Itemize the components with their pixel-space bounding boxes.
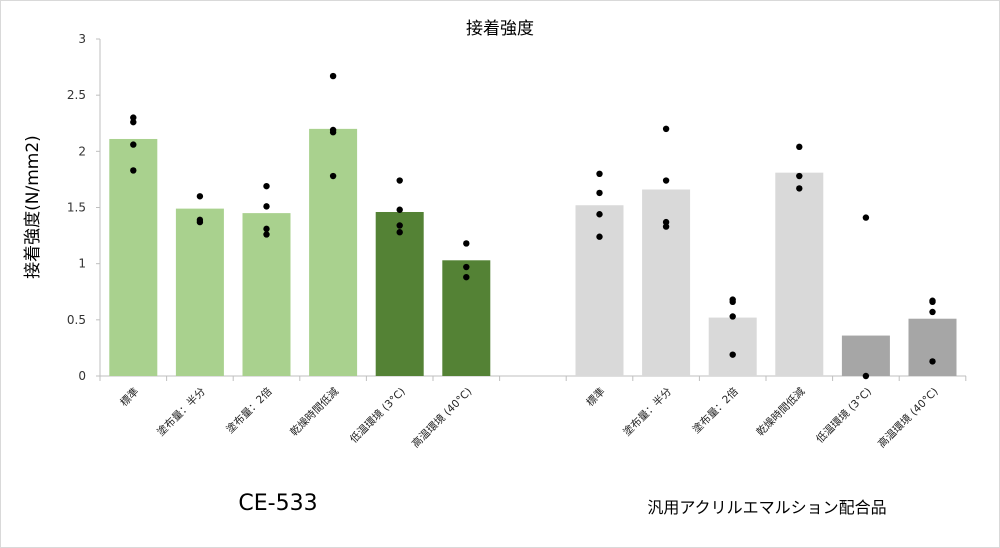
y-tick-label: 1.5: [67, 201, 86, 215]
category-label: 乾燥時間低減: [287, 385, 341, 439]
data-point: [396, 222, 403, 229]
data-point: [329, 126, 337, 134]
data-point: [329, 72, 337, 80]
data-point: [596, 211, 603, 218]
data-point: [729, 296, 736, 303]
category-label: 高温環境 (40°C): [409, 385, 474, 450]
bar: [109, 138, 158, 376]
group-label-ce533: CE-533: [238, 491, 317, 516]
data-point: [130, 118, 137, 126]
bar: [642, 189, 691, 376]
data-point: [329, 172, 337, 180]
data-points: [130, 72, 936, 380]
category-label: 塗布量：半分: [620, 385, 674, 439]
data-point: [396, 177, 403, 184]
data-point: [662, 125, 670, 133]
data-point: [796, 185, 803, 192]
bar: [908, 318, 957, 376]
category-label: 塗布量：2倍: [690, 385, 741, 436]
data-point: [662, 177, 670, 184]
category-label: 塗布量：2倍: [224, 385, 275, 436]
data-point: [396, 206, 403, 213]
data-point: [263, 203, 270, 210]
data-point: [596, 170, 603, 177]
data-point: [196, 216, 204, 224]
y-tick-label: 1: [78, 257, 86, 271]
data-point: [596, 233, 603, 240]
category-label: 低温環境 (3°C): [347, 385, 408, 446]
bar: [375, 211, 424, 376]
data-point: [796, 143, 803, 151]
y-axis-label: 接着強度(N/mm2): [23, 135, 43, 279]
bars: [109, 128, 957, 376]
y-ticks: 0 0.5 1 1.5 2 2.5 3: [67, 32, 100, 383]
category-label: 標準: [117, 385, 141, 409]
category-labels: 標準 塗布量：半分 塗布量：2倍 乾燥時間低減 低温環境 (3°C) 高温環境 (40°C…: [117, 385, 940, 451]
data-point: [929, 308, 936, 316]
bar: [708, 317, 757, 376]
y-tick-label: 0.5: [67, 313, 86, 327]
bar: [841, 335, 890, 376]
y-tick-label: 3: [78, 32, 86, 46]
data-point: [130, 167, 137, 174]
data-point: [130, 141, 137, 148]
data-point: [929, 297, 936, 304]
category-label: 標準: [584, 385, 608, 409]
data-point: [130, 114, 137, 121]
data-point: [929, 358, 936, 365]
data-point: [463, 240, 470, 247]
category-label: 乾燥時間低減: [754, 385, 808, 439]
data-point: [662, 218, 670, 226]
y-tick-label: 2.5: [67, 88, 86, 102]
category-label: 低温環境 (3°C): [813, 385, 874, 446]
data-point: [263, 225, 270, 233]
bar: [242, 213, 291, 376]
y-tick-label: 0: [78, 369, 86, 383]
data-point: [263, 182, 270, 190]
data-point: [463, 263, 470, 271]
data-point: [196, 193, 204, 200]
category-label: 高温環境 (40°C): [875, 385, 940, 450]
data-point: [596, 189, 603, 197]
category-label: 塗布量：半分: [154, 385, 208, 439]
data-point: [862, 372, 870, 380]
bar: [309, 128, 358, 376]
data-point: [862, 214, 870, 221]
data-point: [662, 223, 670, 230]
bar: [175, 208, 224, 376]
bar: [775, 172, 824, 376]
group-label-generic: 汎用アクリルエマルション配合品: [647, 498, 886, 517]
data-point: [263, 231, 270, 238]
data-point: [796, 172, 803, 180]
y-tick-label: 2: [78, 144, 86, 158]
bar: [575, 205, 624, 376]
data-point: [463, 273, 470, 281]
x-ticks: [99, 376, 967, 381]
chart-title: 接着強度: [466, 19, 534, 39]
data-point: [729, 313, 736, 320]
data-point: [396, 229, 403, 236]
data-point: [729, 351, 736, 358]
